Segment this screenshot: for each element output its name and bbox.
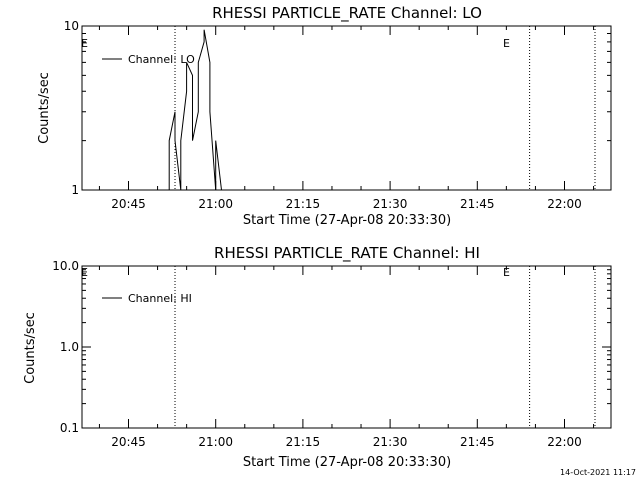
x-tick-label: 21:30 — [373, 197, 408, 211]
panel-lo-x-axis: 20:45 21:00 21:15 21:30 21:45 22:00 — [98, 26, 595, 211]
panel-lo-frame — [81, 25, 612, 191]
panel-hi-x-label: Start Time (27-Apr-08 20:33:30) — [243, 455, 451, 470]
panel-hi-event-markers — [174, 266, 596, 428]
panel-hi-frame — [81, 265, 612, 429]
x-tick-label: 21:00 — [198, 197, 233, 211]
panel-lo-y-label: Counts/sec — [37, 72, 52, 144]
panel-lo-event-markers — [174, 26, 596, 190]
panel-hi-y-axis: 0.1 1.0 10.0 — [52, 259, 611, 435]
y-tick-label: 1.0 — [60, 340, 79, 354]
panel-hi-y-label: Counts/sec — [23, 312, 38, 384]
panel-lo-x-label: Start Time (27-Apr-08 20:33:30) — [243, 213, 451, 228]
panel-lo-end-marker-label: E — [503, 37, 510, 50]
x-tick-label: 22:00 — [547, 435, 582, 449]
panel-lo-y-axis: 1 10 — [64, 19, 611, 197]
panel-hi-legend-label: Channel: HI — [128, 292, 192, 305]
y-tick-label: 1 — [71, 183, 79, 197]
y-tick-label: 10 — [64, 19, 79, 33]
panel-lo-title: RHESSI PARTICLE_RATE Channel: LO — [212, 4, 482, 23]
panel-hi-title: RHESSI PARTICLE_RATE Channel: HI — [214, 244, 480, 263]
footer-timestamp: 14-Oct-2021 11:17 — [560, 468, 636, 477]
x-tick-label: 20:45 — [111, 197, 146, 211]
series-line-lo — [168, 29, 234, 191]
panel-lo: RHESSI PARTICLE_RATE Channel: LO 1 10 20:… — [37, 4, 612, 228]
x-tick-label: 21:30 — [373, 435, 408, 449]
panel-hi-start-marker-label: E — [81, 266, 88, 279]
x-tick-label: 22:00 — [547, 197, 582, 211]
y-tick-label: 0.1 — [60, 421, 79, 435]
panel-hi: RHESSI PARTICLE_RATE Channel: HI 0.1 1.0 1… — [23, 244, 612, 470]
x-tick-label: 21:15 — [286, 435, 321, 449]
x-tick-label: 21:00 — [198, 435, 233, 449]
panel-lo-start-marker-label: E — [81, 37, 88, 50]
panel-lo-legend-label: Channel: LO — [128, 53, 195, 66]
x-tick-label: 21:45 — [460, 197, 495, 211]
x-tick-label: 20:45 — [111, 435, 146, 449]
y-tick-label: 10.0 — [52, 259, 79, 273]
x-tick-label: 21:45 — [460, 435, 495, 449]
panel-hi-x-axis: 20:45 21:00 21:15 21:30 21:45 22:00 — [98, 266, 595, 449]
panel-hi-end-marker-label: E — [503, 266, 510, 279]
x-tick-label: 21:15 — [286, 197, 321, 211]
